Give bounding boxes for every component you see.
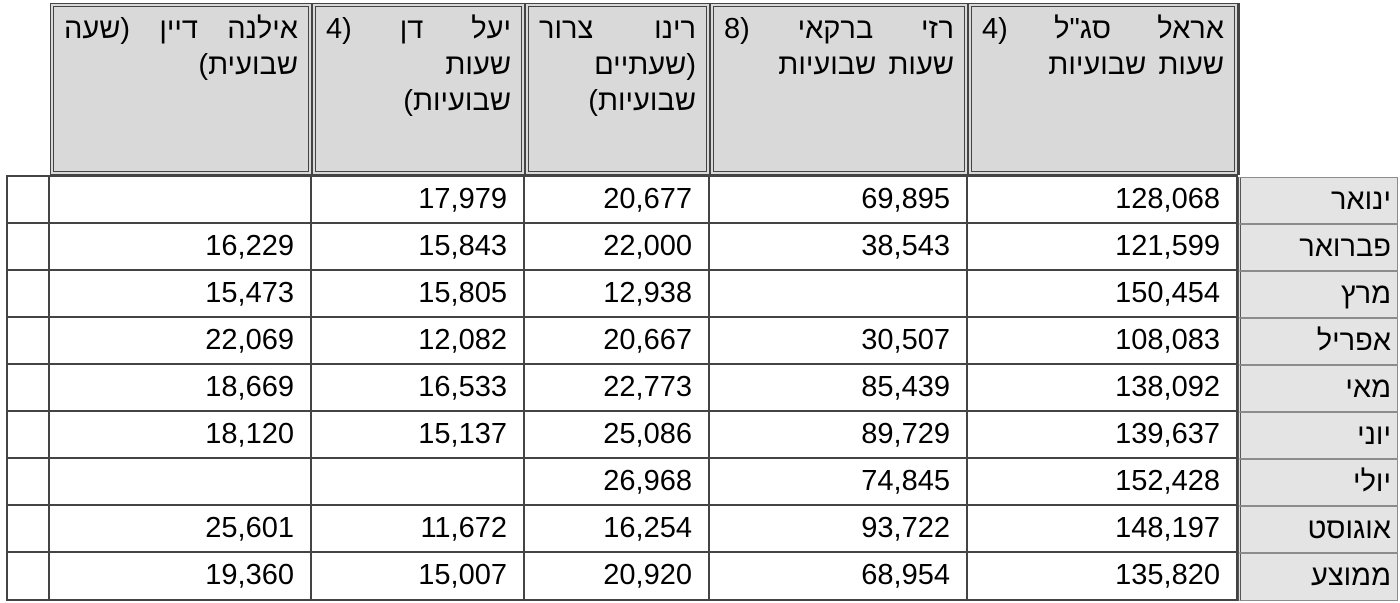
table-cell [50,177,312,224]
table-cell: 74,845 [710,459,968,506]
table-cell: 22,773 [525,365,710,412]
table-cell: 135,820 [968,553,1238,601]
table-cell: 30,507 [710,318,968,365]
table-cell: 15,843 [312,224,525,271]
header-corner [1238,3,1396,175]
table-cell: 85,439 [710,365,968,412]
row-label: אוגוסט [1238,506,1398,553]
table-cell: 12,938 [525,271,710,318]
table-cell: 18,120 [50,412,312,459]
table-edge-cell [6,459,50,506]
column-header: רזי ברקאי (8 שעות שבועיות [710,3,968,175]
table-cell: 17,979 [312,177,525,224]
table-cell: 20,667 [525,318,710,365]
header-divider [6,175,1238,177]
column-header: אילנה דיין (שעה שבועית) [50,3,312,175]
table-cell [50,459,312,506]
row-label: יוני [1238,412,1398,459]
row-label: אפריל [1238,318,1398,365]
table-cell: 22,069 [50,318,312,365]
table-cell: 93,722 [710,506,968,553]
table-cell: 139,637 [968,412,1238,459]
row-label: פברואר [1238,224,1398,271]
table-edge-cell [6,506,50,553]
table-cell: 19,360 [50,553,312,601]
table-edge-cell [6,318,50,365]
table-edge-cell [6,224,50,271]
table-cell: 152,428 [968,459,1238,506]
table-cell: 12,082 [312,318,525,365]
row-label: מרץ [1238,271,1398,318]
row-label: יולי [1238,459,1398,506]
column-header: אראל סג"ל (4 שעות שבועיות [968,3,1238,175]
table-cell: 121,599 [968,224,1238,271]
table-cell: 18,669 [50,365,312,412]
table-cell: 20,677 [525,177,710,224]
table-cell: 26,968 [525,459,710,506]
table-cell [312,459,525,506]
table-cell: 128,068 [968,177,1238,224]
table-edge-cell [6,553,50,601]
table-cell: 20,920 [525,553,710,601]
table-edge-cell [6,412,50,459]
row-label: ינואר [1238,177,1398,224]
table-cell: 150,454 [968,271,1238,318]
column-header: יעל דן (4 שעות שבועיות) [312,3,525,175]
row-label: מאי [1238,365,1398,412]
table-edge-cell [6,271,50,318]
table-cell: 22,000 [525,224,710,271]
table-cell: 89,729 [710,412,968,459]
table-cell: 25,086 [525,412,710,459]
table-cell: 15,007 [312,553,525,601]
table-cell: 16,229 [50,224,312,271]
table-cell: 25,601 [50,506,312,553]
table-cell: 108,083 [968,318,1238,365]
table-edge-cell [6,365,50,412]
table-edge-cell [6,177,50,224]
table-cell: 69,895 [710,177,968,224]
table-cell [710,271,968,318]
row-label: ממוצע [1238,553,1398,601]
table-cell: 148,197 [968,506,1238,553]
column-header: רינו צרור (שעתיים שבועיות) [525,3,710,175]
table-cell: 16,533 [312,365,525,412]
table-cell: 16,254 [525,506,710,553]
table-cell: 138,092 [968,365,1238,412]
table-cell: 15,805 [312,271,525,318]
table-cell: 11,672 [312,506,525,553]
table-cell: 15,137 [312,412,525,459]
table-cell: 68,954 [710,553,968,601]
table-cell: 15,473 [50,271,312,318]
table-cell: 38,543 [710,224,968,271]
